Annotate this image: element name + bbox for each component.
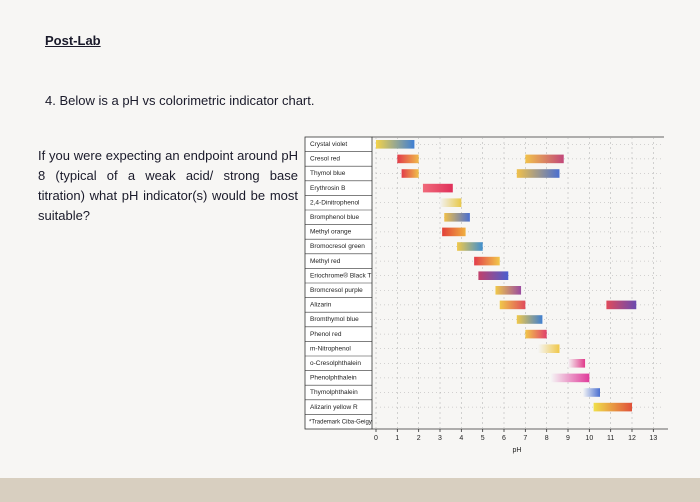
range-bar	[401, 169, 419, 178]
x-tick-label: 2	[417, 435, 421, 442]
range-bar	[525, 329, 547, 339]
x-tick-label: 7	[523, 435, 527, 442]
indicator-label: Phenol red	[310, 331, 342, 338]
range-bar	[538, 344, 560, 353]
bottom-strip	[0, 478, 700, 502]
indicator-label: Cresol red	[310, 156, 340, 163]
x-tick-label: 1	[395, 435, 399, 442]
range-bar	[442, 227, 466, 237]
x-tick-label: 5	[481, 435, 485, 442]
indicator-label: Thymol blue	[310, 170, 346, 177]
range-bar	[606, 300, 637, 310]
indicator-label: Methyl orange	[310, 229, 352, 236]
range-bar	[495, 286, 522, 295]
range-bar	[422, 183, 453, 193]
range-bar	[568, 359, 586, 368]
x-tick-label: 10	[585, 435, 593, 442]
indicator-label: o-Cresolphthalein	[310, 360, 361, 367]
range-bar	[593, 402, 632, 412]
range-bar	[474, 256, 500, 266]
range-bar	[457, 242, 483, 251]
range-bar	[550, 373, 590, 383]
range-bar	[440, 198, 462, 207]
indicator-label: Bromcresol purple	[310, 287, 363, 294]
footnote: *Trademark Ciba-Geigy	[309, 419, 372, 425]
x-tick-label: 8	[545, 435, 549, 442]
x-tick-label: 6	[502, 435, 506, 442]
range-bar	[525, 154, 564, 164]
indicator-label: m-Nitrophenol	[310, 345, 351, 352]
page-title: Post-Lab	[45, 33, 101, 48]
indicator-label: Thymolphthalein	[310, 389, 358, 396]
indicator-label: Crystal violet	[310, 141, 347, 148]
question-heading: 4. Below is a pH vs colorimetric indicat…	[45, 93, 315, 108]
indicator-label: Methyl red	[310, 258, 341, 265]
x-tick-label: 11	[607, 435, 614, 442]
x-tick-label: 9	[566, 435, 570, 442]
indicator-label: Alizarin	[310, 302, 332, 309]
x-tick-label: 12	[628, 435, 636, 442]
x-tick-label: 13	[649, 435, 657, 442]
indicator-label: Bromthymol blue	[310, 316, 359, 323]
indicator-label: Erythrosin B	[310, 185, 345, 192]
indicator-label: Phenolphthalein	[310, 375, 357, 382]
range-bar	[516, 315, 543, 324]
range-bar	[397, 154, 419, 164]
x-tick-label: 0	[374, 435, 378, 442]
range-bar	[444, 213, 470, 222]
indicator-label: Eriochrome® Black T	[310, 271, 371, 279]
x-tick-label: 4	[459, 435, 463, 442]
x-tick-label: 3	[438, 435, 442, 442]
range-bar	[582, 388, 600, 397]
range-bar	[499, 300, 526, 310]
indicator-label: Bromocresol green	[310, 243, 365, 250]
question-body: If you were expecting an endpoint around…	[38, 148, 298, 223]
range-bar	[478, 271, 509, 280]
indicator-label: 2,4-Dinitrophenol	[310, 199, 360, 206]
indicator-label: Bromphenol blue	[310, 214, 360, 221]
x-axis-label: pH	[513, 447, 522, 454]
indicator-label: Alizarin yellow R	[310, 404, 358, 411]
range-bar	[516, 169, 560, 178]
range-bar	[376, 140, 415, 149]
